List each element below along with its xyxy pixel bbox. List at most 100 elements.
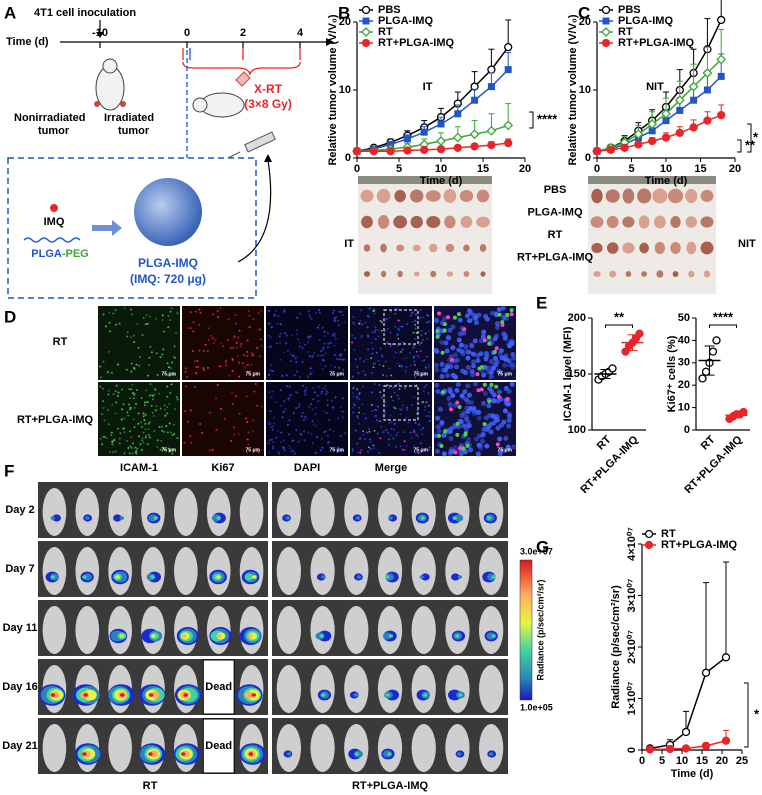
- marker: [602, 17, 610, 25]
- cell: [118, 437, 121, 440]
- label: tumor: [38, 125, 70, 137]
- cell: [207, 366, 210, 369]
- cell: [482, 338, 487, 343]
- scale-bar: 75 μm: [414, 447, 429, 453]
- cell: [268, 451, 271, 454]
- cell: [493, 333, 499, 339]
- tumor: [480, 271, 486, 277]
- marker: [702, 68, 713, 78]
- cell: [393, 422, 396, 425]
- cell: [501, 331, 507, 337]
- cell: [452, 315, 457, 320]
- cell: [194, 385, 197, 388]
- cell: [480, 431, 486, 437]
- cell: [452, 352, 458, 358]
- cell: [403, 448, 406, 451]
- marker: [369, 147, 378, 156]
- panel-labels: A B C D E F G: [4, 3, 590, 556]
- cell: [333, 320, 336, 323]
- cell: [326, 399, 329, 402]
- cell: [475, 451, 481, 457]
- cell: [442, 322, 447, 327]
- cell: [102, 407, 105, 410]
- cell: [425, 383, 428, 386]
- cell: [288, 444, 291, 447]
- mouse: [377, 724, 403, 772]
- marker: [675, 128, 684, 137]
- cell: [360, 449, 363, 452]
- tumor: [444, 215, 456, 229]
- cell: [471, 359, 477, 365]
- tumor: [667, 188, 684, 204]
- cell: [352, 321, 355, 324]
- cell: [296, 370, 299, 373]
- cell: [146, 374, 149, 377]
- marker: [645, 745, 655, 754]
- cell: [494, 321, 500, 327]
- cell: [424, 366, 427, 369]
- signal: [244, 573, 254, 581]
- cell: [141, 449, 144, 452]
- signal: [491, 634, 496, 638]
- cell: [390, 374, 393, 377]
- cell: [198, 308, 201, 311]
- cell: [308, 314, 311, 317]
- cell: [511, 355, 517, 361]
- tumor: [652, 188, 668, 204]
- cell: [184, 385, 187, 388]
- cell: [101, 443, 104, 446]
- tumor: [622, 216, 635, 228]
- cell: [114, 412, 117, 415]
- cell: [414, 376, 417, 379]
- cell: [372, 352, 375, 355]
- cell: [117, 391, 120, 394]
- tumor: [446, 271, 454, 277]
- cell: [482, 391, 488, 397]
- cell: [140, 421, 143, 424]
- cell: [296, 333, 299, 336]
- cell: [374, 338, 377, 341]
- cell: [492, 355, 498, 361]
- cell: [378, 420, 381, 423]
- cell: [377, 335, 380, 338]
- marker: [712, 336, 721, 345]
- scale-bar: 75 μm: [330, 371, 345, 377]
- micrograph: [182, 382, 264, 456]
- signal: [151, 634, 156, 638]
- mouse: [310, 547, 335, 595]
- cell: [360, 335, 363, 338]
- marker: [601, 27, 611, 37]
- marker: [633, 129, 644, 140]
- tumor: [605, 189, 620, 203]
- cell: [361, 385, 364, 388]
- mouse: [479, 665, 504, 713]
- cell: [155, 352, 158, 355]
- cell: [147, 427, 150, 430]
- day-label: Day 21: [2, 740, 37, 752]
- cell: [374, 331, 377, 334]
- cell: [473, 381, 479, 387]
- cell: [481, 400, 487, 406]
- tumor: [672, 270, 679, 278]
- cell: [230, 439, 233, 442]
- y-tick-label: 20: [339, 16, 351, 28]
- annotation: **: [614, 309, 625, 324]
- cell: [450, 324, 456, 330]
- cell: [372, 366, 375, 369]
- cell: [143, 419, 146, 422]
- y-axis-title: ICAM-1 level (MFI): [562, 326, 574, 421]
- marker: [471, 96, 479, 104]
- marker: [717, 15, 726, 25]
- cell: [108, 450, 111, 453]
- cell: [463, 431, 468, 436]
- cell: [387, 386, 390, 389]
- marker: [403, 135, 411, 143]
- cell: [422, 390, 425, 393]
- cell: [427, 392, 430, 395]
- cell: [333, 335, 336, 338]
- signal: [252, 575, 257, 579]
- cell: [154, 388, 157, 391]
- cell: [423, 409, 426, 412]
- cell: [494, 346, 499, 351]
